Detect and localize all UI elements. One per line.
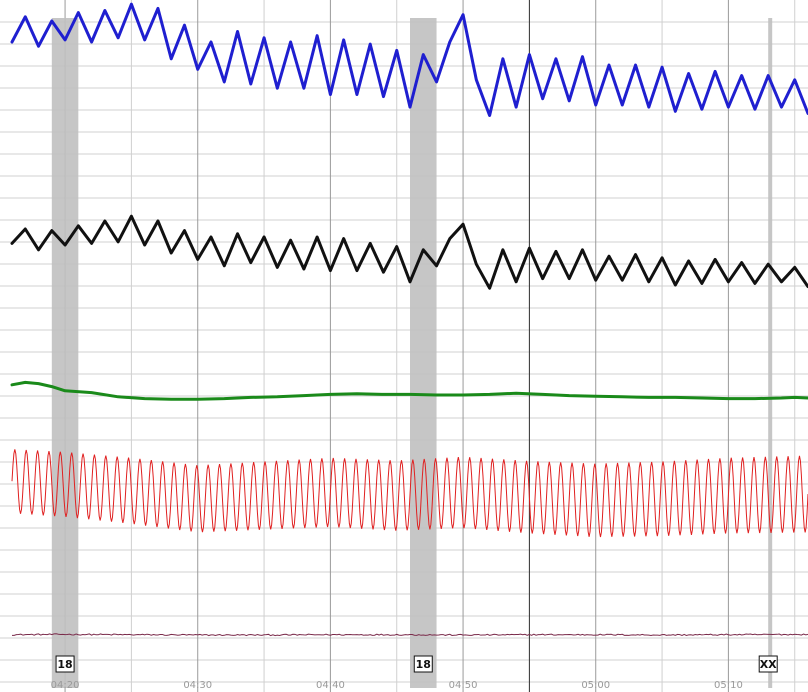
green-trace [10,380,808,401]
tick-layer: 04:20 04:30 04:40 04:50 05:00 05:10 [51,680,743,691]
band-marker: XX [758,655,778,673]
x-tick-label: 05:00 [581,680,610,691]
x-tick-label: 04:30 [183,680,212,691]
red-trace [11,449,808,538]
series-layer [10,2,808,637]
band-marker-label: XX [760,658,777,671]
band-marker-label: 18 [416,658,431,671]
purple-trace [12,633,808,637]
black-trace [10,214,808,290]
x-tick-label: 04:50 [449,680,478,691]
band-marker: 18 [413,655,433,673]
highlight-band-layer [51,18,773,688]
x-tick-label: 05:10 [714,680,743,691]
band-marker-box [55,655,75,673]
highlight-band [51,18,79,688]
band-marker-box [413,655,433,673]
marker-layer: 18 18 XX [55,655,778,673]
highlight-band [768,18,773,688]
band-marker-label: 18 [57,658,72,671]
x-tick-label: 04:20 [51,680,80,691]
x-tick-label: 04:40 [316,680,345,691]
blue-trace [10,2,808,117]
highlight-band [410,18,437,688]
band-marker-box [758,655,778,673]
band-marker: 18 [55,655,75,673]
